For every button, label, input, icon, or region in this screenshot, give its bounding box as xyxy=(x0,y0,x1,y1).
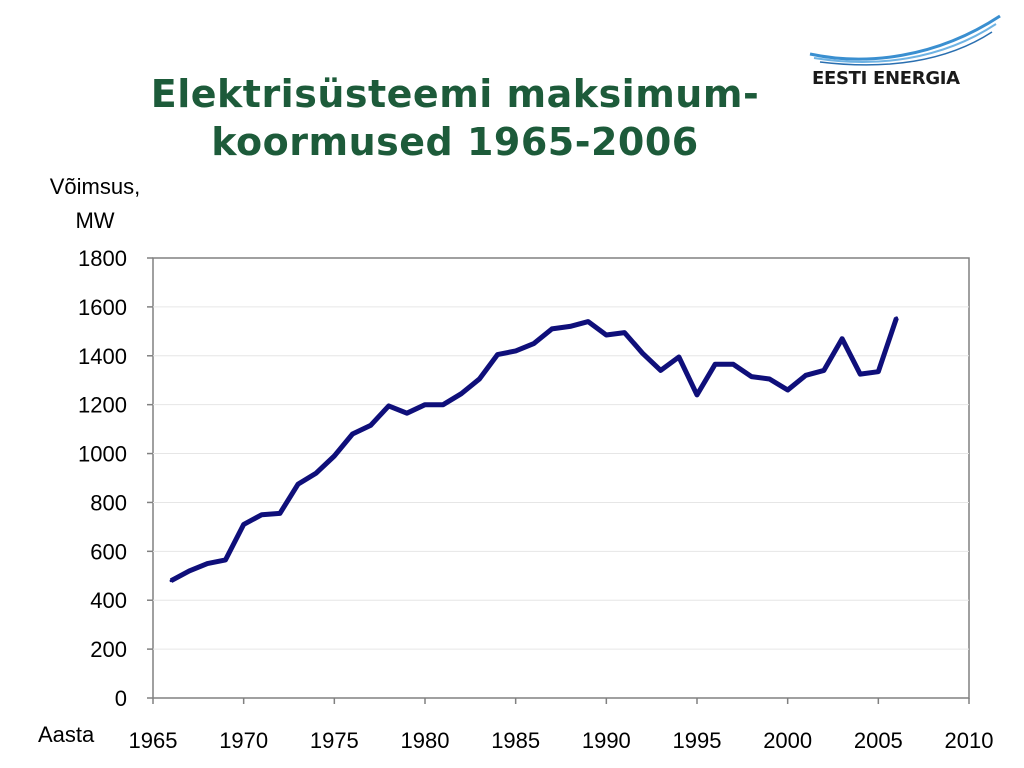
y-axis-label-line2: MW xyxy=(75,208,115,233)
y-tick-label: 400 xyxy=(90,588,127,613)
data-point xyxy=(604,333,608,337)
x-tick-label: 2000 xyxy=(763,728,812,753)
x-tick-label: 1975 xyxy=(310,728,359,753)
x-tick-label: 1980 xyxy=(401,728,450,753)
data-point xyxy=(568,324,572,328)
data-point xyxy=(840,337,844,341)
data-point xyxy=(405,411,409,415)
data-point xyxy=(260,513,264,517)
y-tick-label: 1000 xyxy=(78,442,127,467)
data-point xyxy=(749,375,753,379)
slide-title: Elektrisüsteemi maksimum- koormused 1965… xyxy=(100,70,810,166)
x-tick-label: 1965 xyxy=(129,728,178,753)
data-point xyxy=(550,327,554,331)
data-point xyxy=(786,388,790,392)
data-point xyxy=(242,522,246,526)
data-point xyxy=(477,377,481,381)
x-axis-label: Aasta xyxy=(38,722,95,747)
data-point xyxy=(278,511,282,515)
data-point xyxy=(332,454,336,458)
data-point xyxy=(532,342,536,346)
y-tick-label: 200 xyxy=(90,637,127,662)
slide-title-line2: koormused 1965-2006 xyxy=(211,120,699,164)
plot-area xyxy=(152,257,970,699)
data-point xyxy=(695,393,699,397)
data-point xyxy=(496,353,499,357)
data-point xyxy=(441,403,445,407)
x-tick-label: 1970 xyxy=(219,728,268,753)
data-point xyxy=(514,349,518,353)
y-axis-label: Võimsus, MW xyxy=(30,170,160,238)
data-point xyxy=(659,368,663,372)
data-point xyxy=(459,392,463,396)
data-point xyxy=(804,373,808,377)
data-point xyxy=(187,569,191,573)
y-tick-label: 1200 xyxy=(78,393,127,418)
data-point xyxy=(586,320,590,324)
logo-text: EESTI ENERGIA xyxy=(812,68,960,89)
data-point xyxy=(641,351,645,355)
y-axis-label-line1: Võimsus, xyxy=(49,174,141,199)
y-tick-label: 0 xyxy=(115,686,127,711)
data-point xyxy=(895,316,898,320)
y-tick-label: 1800 xyxy=(78,246,127,271)
data-point xyxy=(768,377,771,381)
data-point xyxy=(314,471,318,475)
data-point xyxy=(351,432,354,436)
x-tick-label: 1990 xyxy=(582,728,631,753)
data-point xyxy=(205,562,209,566)
data-point xyxy=(623,331,626,335)
data-point xyxy=(822,368,826,372)
y-tick-label: 1600 xyxy=(78,295,127,320)
data-point xyxy=(423,403,427,407)
data-point xyxy=(858,372,862,376)
slide-title-line1: Elektrisüsteemi maksimum- xyxy=(150,72,760,116)
y-tick-label: 600 xyxy=(90,539,127,564)
data-point xyxy=(224,558,227,562)
logo-swoosh-3 xyxy=(819,31,993,66)
data-point xyxy=(713,362,717,366)
y-tick-label: 800 xyxy=(90,490,127,515)
data-point xyxy=(731,362,735,366)
logo-swoosh-2 xyxy=(813,23,997,63)
data-point xyxy=(169,579,173,583)
eesti-energia-logo xyxy=(809,14,1001,66)
data-point xyxy=(296,482,300,486)
x-tick-label: 1985 xyxy=(491,728,540,753)
x-tick-label: 2010 xyxy=(945,728,994,753)
data-point xyxy=(677,355,681,359)
y-tick-label: 1400 xyxy=(78,344,127,369)
data-point xyxy=(387,404,391,408)
x-tick-label: 2005 xyxy=(854,728,903,753)
data-point xyxy=(369,423,373,427)
x-tick-label: 1995 xyxy=(673,728,722,753)
data-point xyxy=(876,370,880,374)
logo-swoosh-1 xyxy=(809,14,1001,61)
